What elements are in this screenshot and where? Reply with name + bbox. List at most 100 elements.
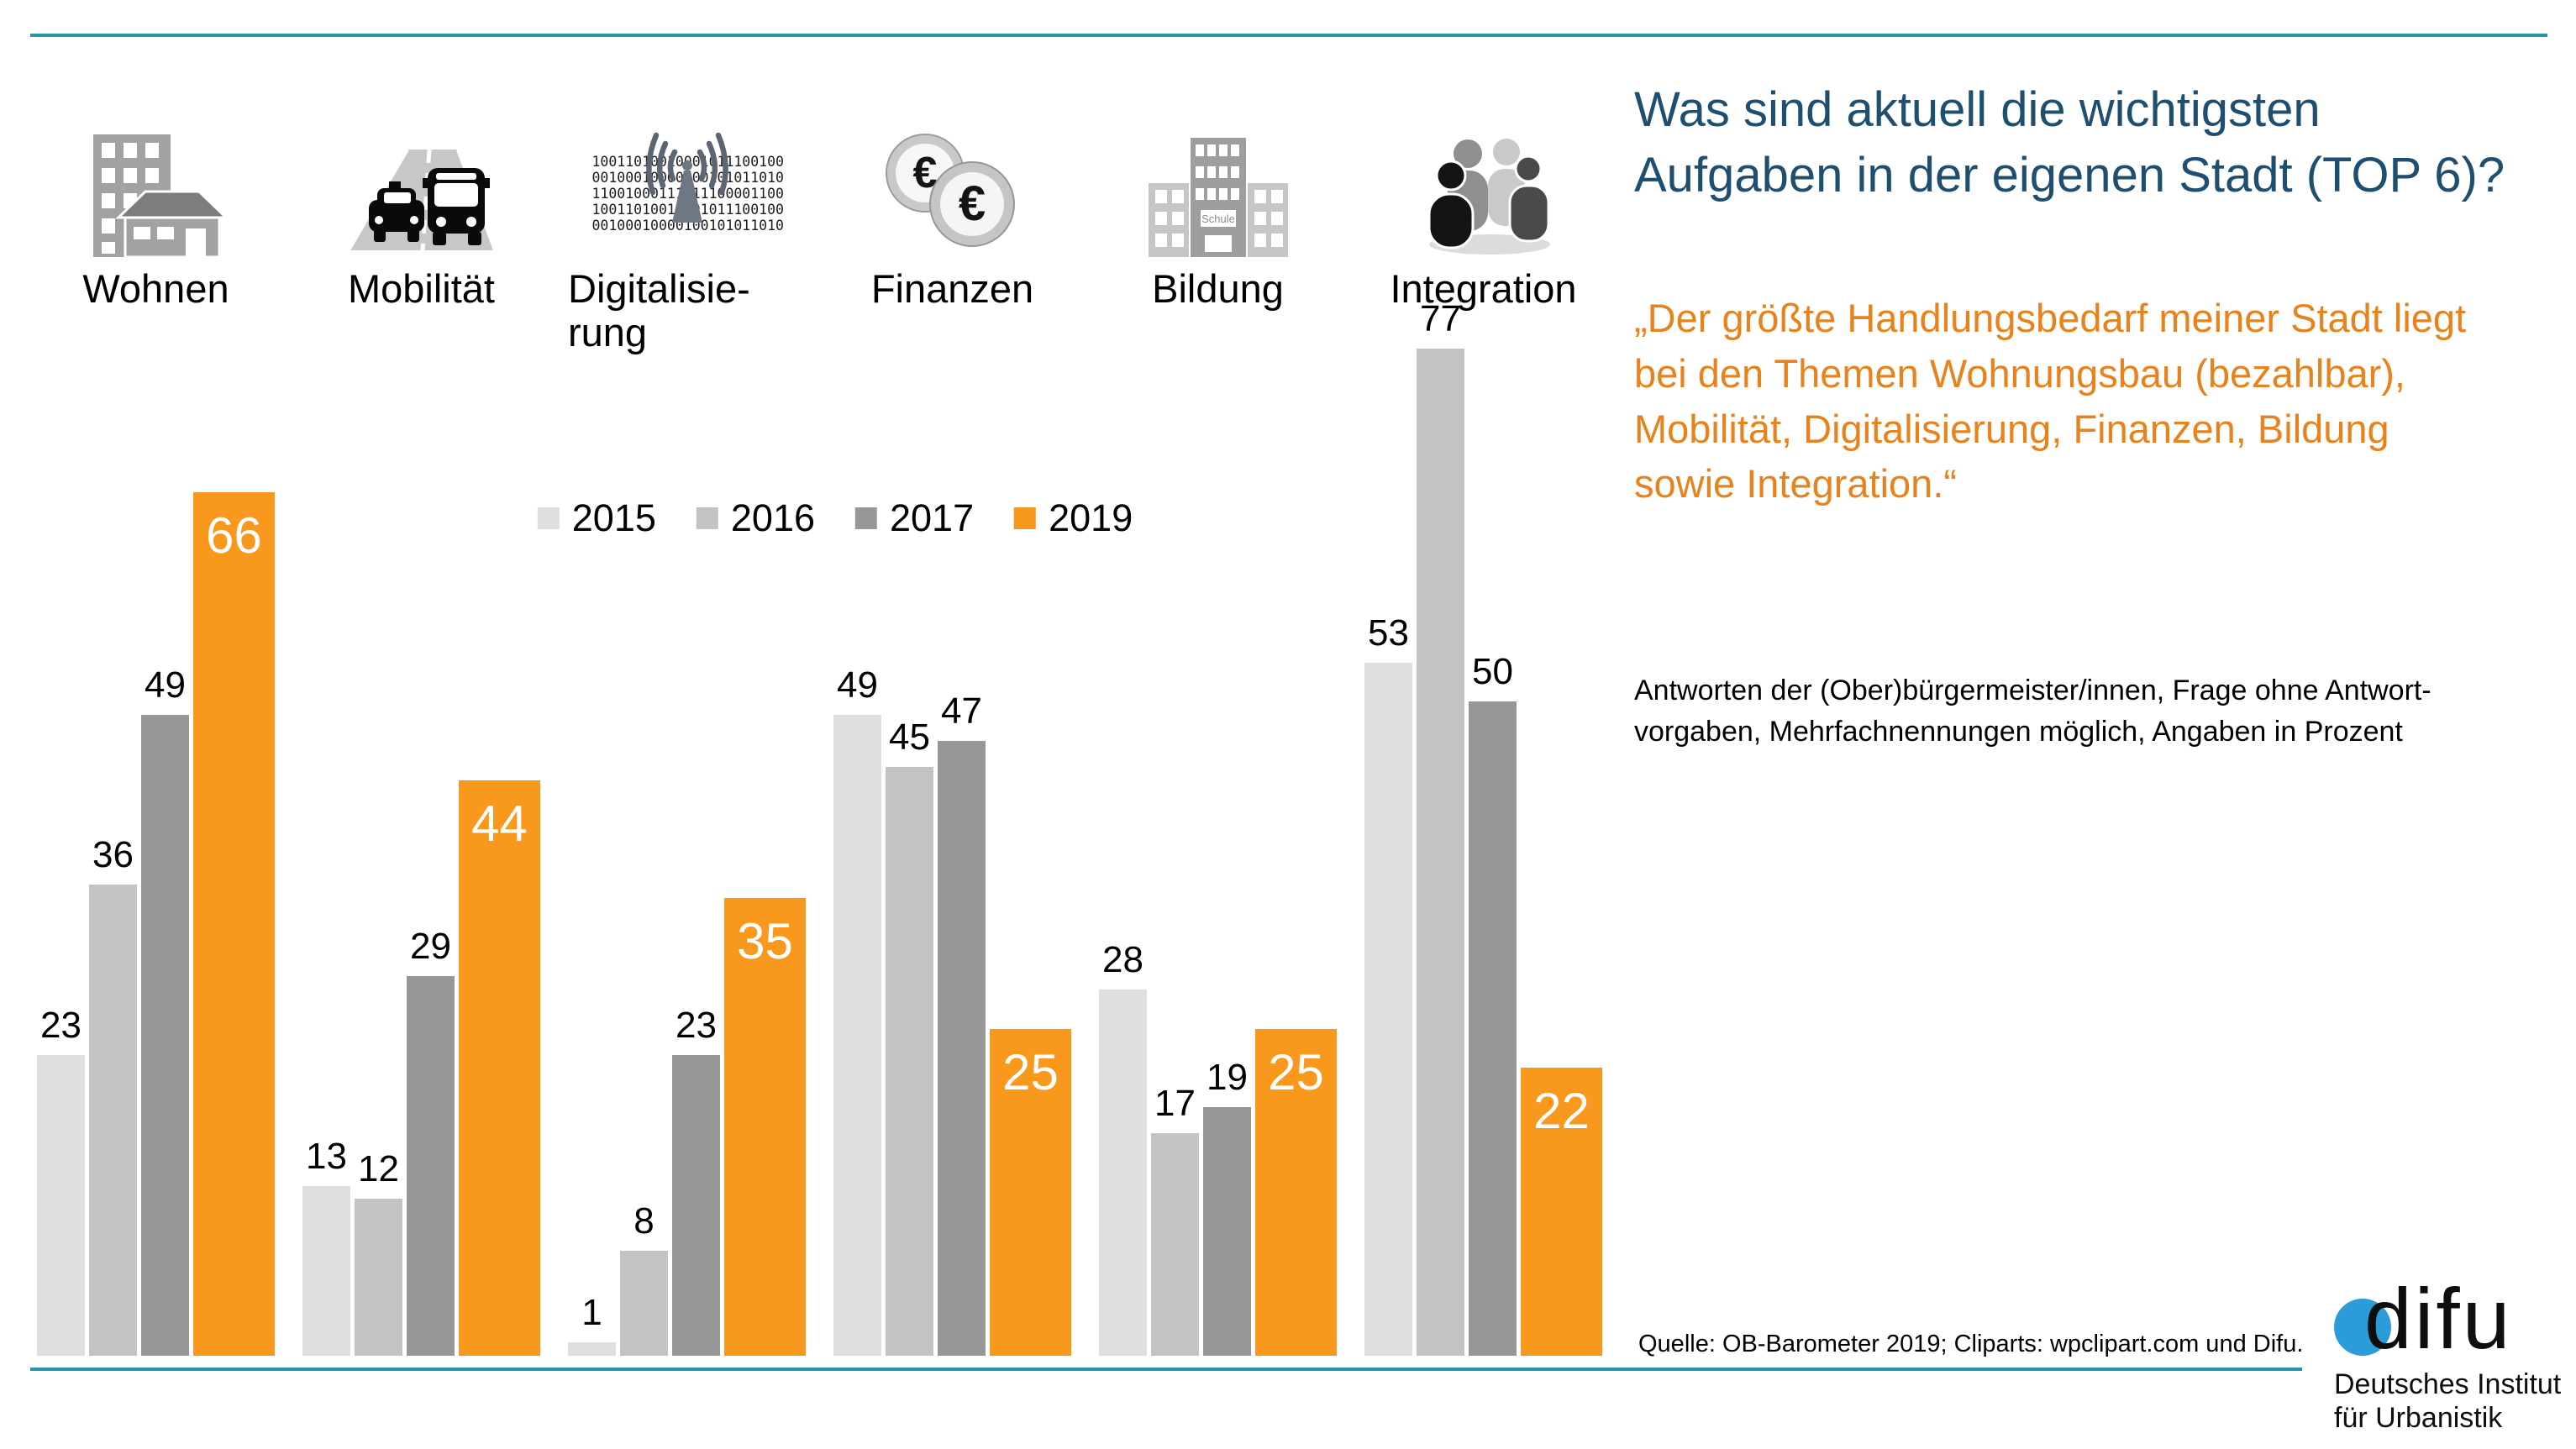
- note-text: Antworten der (Ober)bürgermeister/innen,…: [1634, 675, 2431, 748]
- bar-2017-wohnen: [141, 715, 189, 1356]
- bar-value-2017-integration: 50: [1472, 651, 1513, 692]
- bar-value-2015-finanzen: 49: [837, 664, 878, 706]
- bar-value-2019-mobilit-t: 44: [471, 795, 528, 852]
- bar-group-mobilit-t: 13 12 29 44: [302, 349, 540, 1356]
- category-column-integration: Integration: [1364, 123, 1602, 311]
- category-label-digitalisierung: Digitalisie- rung: [568, 266, 750, 354]
- category-column-wohnen: Wohnen: [37, 123, 275, 311]
- bar-2019-mobilit-t: [459, 780, 540, 1356]
- bar-2015-mobilit-t: [302, 1186, 350, 1356]
- bar-value-2016-integration: 77: [1420, 298, 1461, 339]
- bar-value-2019-integration: 22: [1533, 1083, 1590, 1139]
- school-icon: Schule: [1099, 123, 1337, 257]
- road-vehicles-icon: [302, 123, 540, 257]
- bar-2016-digitalisie-rung: [620, 1251, 668, 1356]
- bar-2019-digitalisie-rung: [724, 898, 806, 1356]
- bar-2016-wohnen: [89, 885, 137, 1356]
- category-column-digitalisierung: 10011010010001011100100 0010001000010010…: [568, 123, 806, 354]
- difu-logo-word: difu: [2364, 1271, 2513, 1367]
- bar-value-2015-digitalisie-rung: 1: [581, 1292, 602, 1333]
- bar-value-2017-wohnen: 49: [145, 664, 186, 706]
- bar-2015-wohnen: [37, 1055, 85, 1356]
- bottom-divider: [30, 1368, 2302, 1371]
- legend-swatch-2015: [537, 507, 560, 529]
- buildings-icon: [37, 123, 275, 257]
- bar-2015-bildung: [1099, 990, 1147, 1356]
- bar-value-2017-mobilit-t: 29: [410, 926, 451, 967]
- bar-value-2017-finanzen: 47: [941, 690, 982, 732]
- bar-value-2017-bildung: 19: [1207, 1057, 1248, 1098]
- bar-2016-bildung: [1151, 1133, 1199, 1356]
- bar-2016-finanzen: [886, 767, 933, 1356]
- legend-label-2019: 2019: [1049, 496, 1133, 539]
- quote-text: „Der größte Handlungsbedarf meiner Stadt…: [1634, 296, 2467, 507]
- category-column-finanzen: € € Finanzen: [833, 123, 1071, 311]
- bar-2019-integration: [1521, 1068, 1602, 1356]
- bar-value-2019-finanzen: 25: [1002, 1044, 1059, 1100]
- bar-value-2016-wohnen: 36: [92, 834, 134, 875]
- category-label-integration: Integration: [1390, 266, 1577, 311]
- legend-item-2019: 2019: [1014, 496, 1133, 540]
- bar-value-2015-mobilit-t: 13: [306, 1136, 347, 1177]
- category-label-finanzen: Finanzen: [870, 266, 1034, 311]
- school-sign-text: Schule: [1201, 213, 1235, 225]
- category-label-bildung: Bildung: [1152, 266, 1284, 311]
- bar-chart: 2015 2016 2017 2019 23 36 49 66 13 12 29 44 1 8 23 35 4…: [37, 298, 1633, 1356]
- bar-2017-finanzen: [938, 741, 986, 1356]
- bar-group-wohnen: 23 36 49 66: [37, 349, 275, 1356]
- legend-item-2016: 2016: [696, 496, 815, 540]
- legend-label-2017: 2017: [890, 496, 975, 539]
- legend-swatch-2016: [696, 507, 718, 529]
- bar-value-2015-wohnen: 23: [40, 1005, 81, 1046]
- bar-value-2016-digitalisie-rung: 8: [633, 1200, 655, 1242]
- category-label-wohnen: Wohnen: [82, 266, 229, 311]
- legend-label-2016: 2016: [730, 496, 815, 539]
- legend-swatch-2017: [855, 507, 877, 529]
- bar-2019-wohnen: [193, 492, 275, 1356]
- bar-value-2015-integration: 53: [1368, 612, 1409, 654]
- bar-value-2019-bildung: 25: [1268, 1044, 1324, 1100]
- bar-2015-finanzen: [833, 715, 881, 1356]
- bar-2015-digitalisie-rung: [568, 1342, 616, 1356]
- people-group-icon: [1364, 123, 1602, 257]
- bar-value-2019-digitalisie-rung: 35: [737, 913, 793, 969]
- bar-2016-mobilit-t: [355, 1199, 402, 1356]
- bar-value-2016-mobilit-t: 12: [358, 1148, 399, 1189]
- legend-item-2017: 2017: [855, 496, 974, 540]
- bar-value-2019-wohnen: 66: [206, 507, 262, 564]
- bar-value-2016-bildung: 17: [1154, 1083, 1196, 1124]
- bar-group-bildung: 28 17 19 25: [1099, 349, 1337, 1356]
- category-label-mobilitaet: Mobilität: [347, 266, 495, 311]
- bar-value-2016-finanzen: 45: [889, 717, 930, 758]
- bar-2015-integration: [1364, 663, 1412, 1356]
- bar-group-finanzen: 49 45 47 25: [833, 349, 1071, 1356]
- antenna-icon: [645, 132, 728, 223]
- legend-label-2015: 2015: [571, 496, 656, 539]
- bar-2017-bildung: [1203, 1107, 1251, 1356]
- bar-group-integration: 53 77 50 22: [1364, 298, 1602, 1356]
- difu-logo-dot-icon: [2334, 1299, 2391, 1356]
- bar-2017-digitalisie-rung: [672, 1055, 720, 1356]
- bar-2019-bildung: [1255, 1029, 1337, 1356]
- bar-value-2015-bildung: 28: [1102, 939, 1143, 980]
- bar-value-2017-digitalisie-rung: 23: [676, 1005, 717, 1046]
- binary-antenna-icon: 10011010010001011100100 0010001000010010…: [568, 123, 806, 257]
- svg-text:€: €: [958, 176, 985, 231]
- euro-coins-icon: € €: [833, 123, 1071, 257]
- category-column-mobilitaet: Mobilität: [302, 123, 540, 311]
- binary-code-text: 10011010010001011100100 0010001000010010…: [591, 154, 784, 234]
- bar-2017-mobilit-t: [407, 976, 455, 1356]
- page-title: Was sind aktuell die wichtigsten Aufgabe…: [1634, 82, 2505, 203]
- source-text: Quelle: OB-Barometer 2019; Cliparts: wpc…: [1638, 1331, 2304, 1357]
- legend-item-2015: 2015: [537, 496, 656, 540]
- category-column-bildung: Schule Bildung: [1099, 123, 1337, 311]
- bar-group-digitalisie-rung: 1 8 23 35: [568, 349, 806, 1356]
- legend-swatch-2019: [1014, 507, 1037, 529]
- difu-logo: difu Deutsches Institut für Urbanistik: [2334, 1271, 2576, 1435]
- bar-2019-finanzen: [990, 1029, 1071, 1356]
- bar-2016-integration: [1417, 349, 1464, 1356]
- difu-logo-subtitle: Deutsches Institut für Urbanistik: [2334, 1368, 2562, 1435]
- bar-2017-integration: [1469, 701, 1517, 1356]
- top-divider: [30, 34, 2547, 37]
